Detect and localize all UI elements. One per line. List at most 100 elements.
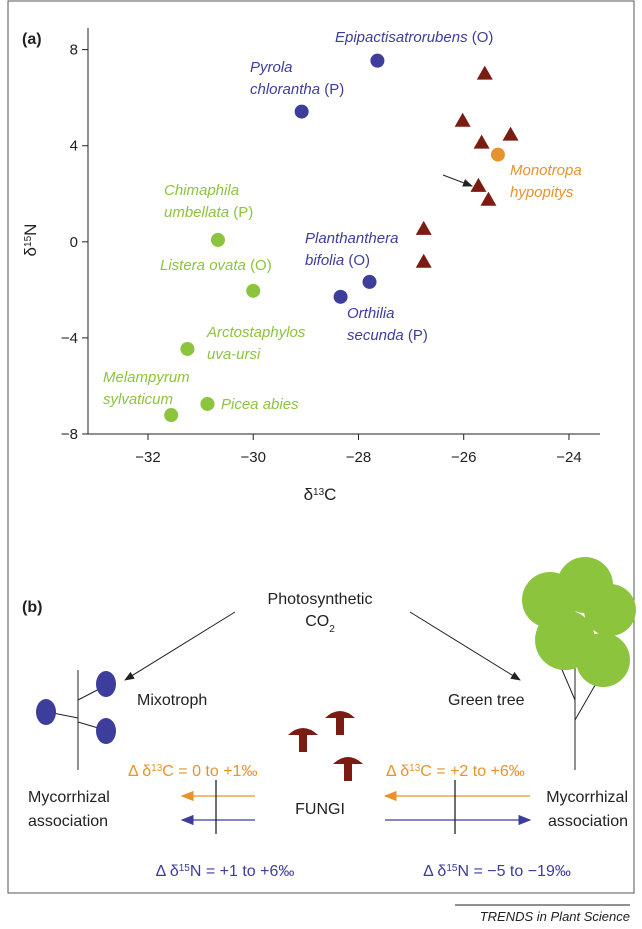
text-part: CO (305, 613, 329, 630)
label-tag: (O) (348, 252, 370, 269)
label-tag: (P) (324, 81, 344, 98)
source-label: CO2 (305, 613, 335, 635)
label-name: Planthanthera (305, 230, 398, 247)
x-axis-label: δ13C (304, 485, 337, 504)
association-label: Mycorrhizal (546, 789, 628, 806)
text-part: 15 (179, 863, 191, 874)
label-name: uva-ursi (207, 346, 261, 363)
point (477, 66, 493, 80)
carbon-shift: Δ δ13C = 0 to +1‰ (128, 763, 257, 781)
label-tag: (P) (408, 327, 428, 344)
arrow (410, 612, 520, 680)
point-label: Chimaphila (164, 182, 239, 199)
carbon-shift: Δ δ13C = +2 to +6‰ (386, 763, 525, 781)
label-name: Chimaphila (164, 182, 239, 199)
mushrooms (288, 711, 363, 781)
text-part: C (324, 485, 336, 504)
point-label: Orthilia (347, 305, 395, 322)
label-name: Listera ovata (160, 257, 246, 274)
point (363, 275, 377, 289)
point (295, 105, 309, 119)
point-label: secunda (P) (347, 327, 428, 344)
x-tick-label: −24 (556, 449, 581, 466)
text-part: Δ δ (156, 863, 179, 880)
point (246, 284, 260, 298)
point-label: umbellata (P) (164, 204, 253, 221)
x-tick-label: −32 (135, 449, 160, 466)
label-name: bifolia (305, 252, 344, 269)
text-part: N (21, 224, 40, 236)
text-part: δ (304, 485, 313, 504)
association-label: association (548, 813, 628, 830)
text-part: N = +1 to +6‰ (190, 863, 295, 880)
label-name: secunda (347, 327, 404, 344)
text-part: 15 (23, 235, 34, 247)
text-part: C = 0 to +1‰ (162, 763, 257, 780)
point-label: Planthanthera (305, 230, 398, 247)
label-name: hypopitys (510, 184, 574, 201)
point (180, 342, 194, 356)
y-tick-label: 0 (70, 234, 78, 251)
source-label: Photosynthetic (268, 591, 373, 608)
point (480, 192, 496, 206)
point (334, 290, 348, 304)
label-name: Orthilia (347, 305, 395, 322)
label-name: Picea abies (221, 396, 299, 413)
point (503, 127, 519, 141)
text-part: 15 (446, 863, 458, 874)
text-part: Δ δ (423, 863, 446, 880)
association-label: association (28, 813, 108, 830)
point-label: Monotropa (510, 162, 582, 179)
pointer-arrow (443, 175, 472, 186)
label-name: Monotropa (510, 162, 582, 179)
arrow (125, 612, 235, 680)
text-part: 13 (313, 487, 325, 498)
plant-label: Green tree (448, 692, 525, 709)
label-name: Epipactisatrorubens (335, 29, 468, 46)
panel-label: (a) (22, 31, 42, 48)
point (416, 254, 432, 268)
panel-label: (b) (22, 599, 42, 616)
label-tag: (O) (472, 29, 494, 46)
text-part: N = −5 to −19‰ (457, 863, 570, 880)
point (416, 221, 432, 235)
point (474, 135, 490, 149)
point-label: sylvaticum (103, 391, 173, 408)
point-label: Melampyrum (103, 369, 190, 386)
flux-arrows (182, 780, 530, 834)
plant-label: Mixotroph (137, 692, 207, 709)
label-name: Melampyrum (103, 369, 190, 386)
nitrogen-shift: Δ δ15N = +1 to +6‰ (156, 863, 295, 881)
label-name: Arctostaphylos (206, 324, 306, 341)
y-axis-label: δ15N (21, 224, 40, 257)
point-label: Epipactisatrorubens (O) (335, 29, 493, 46)
footer: TRENDS in Plant Science (480, 909, 630, 924)
x-tick-label: −28 (346, 449, 371, 466)
figure: (a) (b) TRE (0, 0, 642, 929)
y-tick-label: −8 (61, 426, 78, 443)
point (211, 233, 225, 247)
point-label: Arctostaphylos (206, 324, 306, 341)
text-part: C = +2 to +6‰ (420, 763, 525, 780)
label-tag: (P) (233, 204, 253, 221)
text-part: δ (21, 247, 40, 256)
point (370, 54, 384, 68)
point-label: bifolia (O) (305, 252, 370, 269)
text-part: Δ δ (386, 763, 409, 780)
fungi-label: FUNGI (295, 801, 345, 818)
y-tick-label: 4 (70, 138, 78, 155)
mixotroph-plant (36, 670, 116, 770)
tree (522, 557, 636, 770)
point (491, 148, 505, 162)
x-tick-label: −26 (451, 449, 476, 466)
frame (8, 1, 634, 893)
label-name: Pyrola (250, 59, 293, 76)
point-label: chlorantha (P) (250, 81, 344, 98)
label-name: umbellata (164, 204, 229, 221)
nitrogen-shift: Δ δ15N = −5 to −19‰ (423, 863, 571, 881)
point (455, 113, 471, 127)
label-name: sylvaticum (103, 391, 173, 408)
y-tick-label: −4 (61, 330, 78, 347)
point-label: hypopitys (510, 184, 574, 201)
text-part: 13 (409, 763, 421, 774)
